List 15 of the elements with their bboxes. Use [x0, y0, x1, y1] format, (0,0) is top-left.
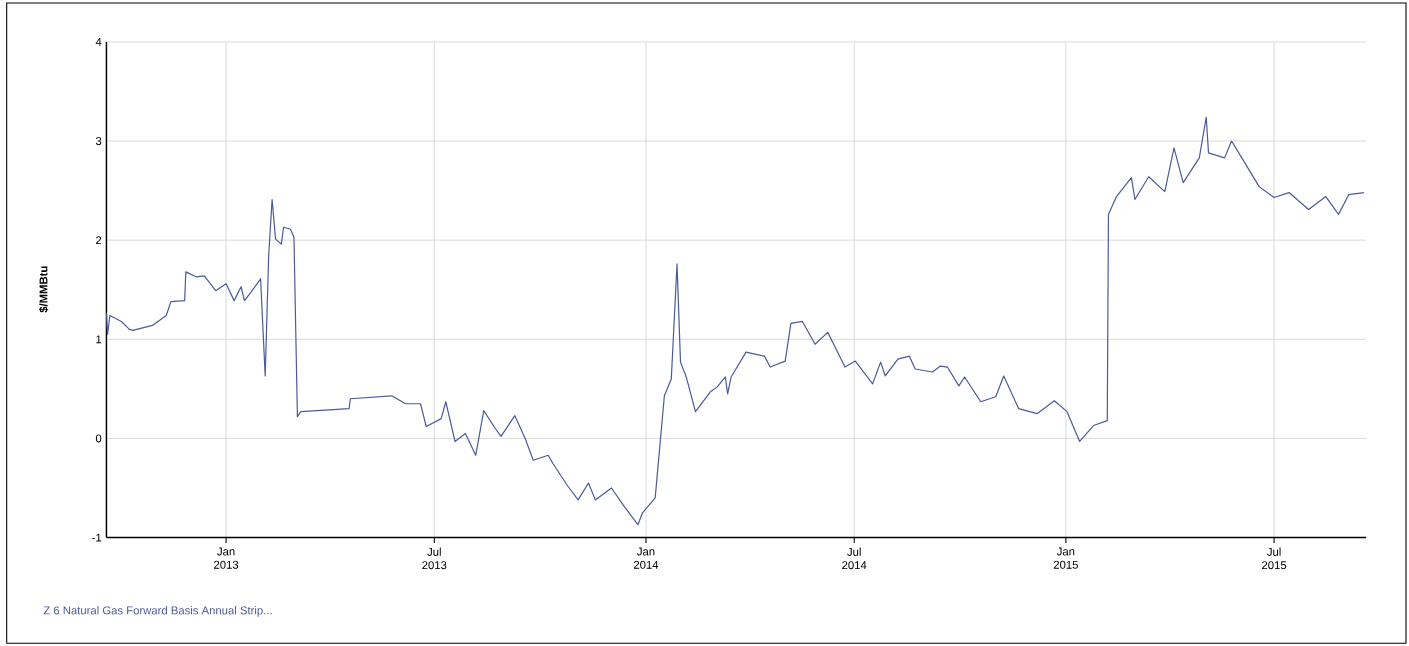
y-tick-label: 2	[96, 236, 102, 244]
x-tick-label: Jul 2014	[842, 547, 867, 570]
y-tick-label: -1	[92, 533, 102, 542]
y-tick-label: 1	[96, 335, 102, 344]
x-tick-label: Jan 2014	[633, 547, 659, 569]
x-tick-label: Jul 2013	[422, 547, 447, 570]
y-tick-label: 0	[95, 434, 102, 443]
x-tick-label: Jan 2015	[1053, 547, 1078, 569]
text: Z 6 Natural Gas Forward Basis Annual Strip...	[43, 605, 272, 617]
y-tick-label: 3	[95, 136, 102, 145]
y-tick-label: 4	[95, 37, 102, 46]
x-tick-label: Jan 2013	[214, 547, 239, 569]
y-axis-title: $/MMBtu	[38, 266, 49, 313]
x-tick-label: Jul 2015	[1262, 547, 1287, 570]
line-series	[105, 116, 1365, 526]
